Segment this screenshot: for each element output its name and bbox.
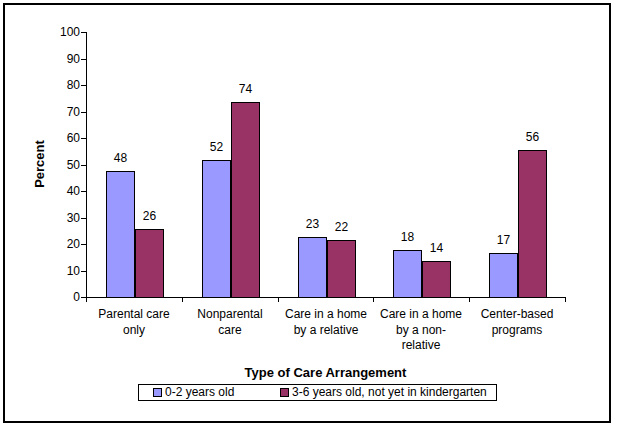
bar-value-label: 48 (106, 151, 136, 165)
bar-value-label: 52 (202, 140, 232, 154)
bar-series-1 (327, 240, 356, 298)
y-axis-tick (81, 244, 86, 245)
y-axis-tick-label: 20 (48, 237, 80, 251)
category-label: Nonparental care (182, 307, 278, 338)
bar-value-label: 17 (489, 233, 519, 247)
bar-value-label: 14 (422, 241, 452, 255)
y-axis-tick-label: 10 (48, 264, 80, 278)
bar-series-0 (393, 250, 422, 298)
legend-marker-0-2-years (153, 388, 162, 397)
y-axis-tick-label: 50 (48, 158, 80, 172)
y-axis-tick (81, 85, 86, 86)
y-axis-tick (81, 218, 86, 219)
y-axis-tick (81, 138, 86, 139)
y-axis-tick (81, 191, 86, 192)
category-label: Care in a home by a relative (278, 307, 374, 338)
bar-series-1 (135, 229, 164, 298)
category-label: Parental care only (86, 307, 182, 338)
y-axis-tick-label: 100 (48, 25, 80, 39)
bar-series-0 (298, 237, 327, 298)
bar-value-label: 26 (135, 209, 165, 223)
x-axis-tick (182, 298, 183, 302)
bar-series-0 (106, 171, 135, 298)
x-axis-tick (373, 298, 374, 302)
y-axis-tick (81, 271, 86, 272)
legend-marker-3-6-years (280, 388, 289, 397)
bar-series-1 (422, 261, 451, 298)
bar-series-0 (202, 160, 231, 298)
y-axis-tick-label: 70 (48, 105, 80, 119)
y-axis-tick-label: 90 (48, 52, 80, 66)
y-axis-tick-label: 30 (48, 211, 80, 225)
bar-value-label: 74 (231, 82, 261, 96)
bar-value-label: 22 (327, 220, 357, 234)
y-axis-tick-label: 60 (48, 131, 80, 145)
y-axis-tick (81, 32, 86, 33)
bar-value-label: 56 (518, 130, 548, 144)
legend-label-3-6-years: 3-6 years old, not yet in kindergarten (292, 385, 487, 400)
legend-label-0-2-years: 0-2 years old (165, 385, 234, 400)
y-axis-tick (81, 165, 86, 166)
x-axis-tick (565, 298, 566, 302)
category-label: Care in a home by a non- relative (373, 307, 469, 354)
y-axis-tick-label: 40 (48, 184, 80, 198)
y-axis-tick-label: 80 (48, 78, 80, 92)
x-axis-tick (86, 298, 87, 302)
bar-value-label: 18 (393, 230, 423, 244)
y-axis-tick (81, 112, 86, 113)
x-axis-title: Type of Care Arrangement (86, 365, 565, 380)
x-axis-tick (278, 298, 279, 302)
bar-series-0 (489, 253, 518, 298)
category-label: Center-based programs (469, 307, 565, 338)
x-axis-tick (469, 298, 470, 302)
bar-value-label: 23 (298, 217, 328, 231)
legend: 0-2 years old 3-6 years old, not yet in … (138, 384, 497, 401)
y-axis-tick (81, 59, 86, 60)
y-axis-tick-label: 0 (48, 290, 80, 304)
y-axis-title: Percent (32, 104, 48, 224)
bar-series-1 (231, 102, 260, 298)
bar-series-1 (518, 150, 547, 298)
